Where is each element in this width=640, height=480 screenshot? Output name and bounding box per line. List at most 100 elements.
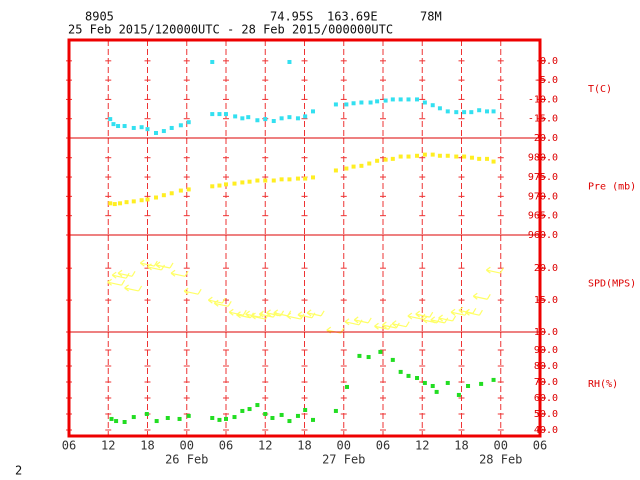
point [154,130,159,135]
wind-arrow [183,287,202,295]
wind-arrow [450,308,469,316]
point [454,154,459,159]
point [462,154,467,159]
point [139,198,144,203]
y-axis-label: SPD(MPS) [588,279,636,290]
point [255,403,260,408]
wind-arrow [124,284,143,292]
wind-arrow [213,299,232,307]
point [462,110,467,115]
point [375,158,380,163]
point [247,179,252,184]
point [437,106,442,111]
wind-arrow [306,309,325,317]
point [351,164,356,169]
point [131,125,136,130]
point [287,419,292,424]
frame [67,38,542,438]
point [357,353,362,358]
point [406,154,411,159]
latitude: 74.95S [270,10,313,24]
point [390,156,395,161]
longitude: 163.69E [327,10,378,24]
y-tick-label: 965.0 [528,211,558,222]
point [477,108,482,113]
point [485,109,490,114]
wind-arrow [472,292,491,300]
wind-arrow [415,310,434,318]
point [295,116,300,121]
point [344,102,349,107]
point [263,178,268,183]
point [270,416,275,420]
x-tick-label: 06 [62,439,76,453]
point [165,416,170,420]
point [247,407,252,412]
point [398,97,403,102]
point [263,117,268,122]
point [437,153,442,158]
point [217,112,222,117]
point [295,413,300,418]
point [240,116,245,121]
wind-arrow [107,278,126,286]
y-axis-label: RH(%) [588,379,618,390]
period: 25 Feb 2015/120000UTC - 28 Feb 2015/0000… [68,23,393,37]
point [271,178,276,183]
x-tick-label: 00 [180,439,194,453]
wind-arrow [353,316,372,324]
plot-area: 0.0 -5.0 -10.0 -15.0 -20.0 T(C) 980.0 975.0 970.… [62,40,636,467]
point [378,349,383,354]
x-tick-label: 06 [533,439,547,453]
point [232,181,237,186]
wind-arrow [273,309,292,317]
point [375,99,380,104]
point [359,100,364,105]
point [303,408,308,412]
point [144,412,149,416]
point [491,109,496,114]
y-tick-label: 50.0 [534,409,558,420]
point [430,152,435,157]
point [145,127,150,132]
point [434,389,439,394]
point [415,376,420,380]
y-tick-label: 80.0 [534,361,558,372]
point [279,177,284,182]
wind-arrow [207,296,226,304]
point [131,199,136,204]
wind-arrow [228,308,247,316]
point [333,408,338,413]
wind-arrow [155,261,174,269]
point [303,114,308,119]
point [186,120,191,125]
wind-arrow [236,311,254,319]
wind-arrow [422,316,441,324]
wind-arrow [251,312,270,320]
point [122,124,127,129]
point [454,110,459,115]
point [233,114,238,119]
x-tick-label: 12 [101,439,115,453]
point [430,384,435,388]
point [108,117,113,122]
point [131,415,136,420]
y-tick-label: 60.0 [534,393,558,404]
point [169,191,174,196]
y-tick-label: 20.0 [534,263,558,274]
x-tick-label: 18 [454,439,468,453]
point [469,155,474,160]
x-tick-label: 18 [140,439,154,453]
y-tick-label: 10.0 [534,327,558,338]
point [359,163,364,168]
point [303,176,308,181]
point [368,100,373,105]
date-label: 27 Feb [322,453,365,467]
y-tick-label: -20.0 [528,133,558,144]
point [422,100,427,105]
point [108,201,113,206]
wind-arrow [391,320,410,328]
date-label: 26 Feb [165,453,208,467]
point [295,176,300,181]
